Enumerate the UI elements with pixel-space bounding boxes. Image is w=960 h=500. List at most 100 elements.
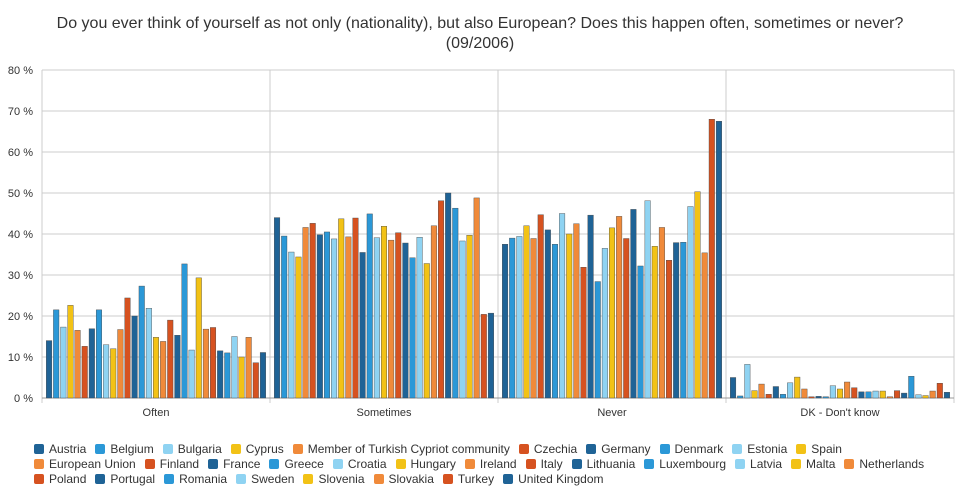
legend-item[interactable]: Malta — [791, 457, 835, 471]
bar — [808, 396, 815, 399]
bar — [737, 395, 744, 399]
legend-swatch — [464, 459, 475, 469]
bar — [323, 231, 330, 399]
bar — [694, 191, 701, 399]
legend-item[interactable]: Ireland — [464, 457, 517, 471]
legend-item[interactable]: United Kingdom — [503, 472, 604, 486]
bar — [366, 213, 373, 399]
bar — [103, 344, 110, 399]
bar — [908, 376, 915, 399]
legend-item[interactable]: Luxembourg — [644, 457, 726, 471]
legend: Austria Belgium Bulgaria Cyprus Member of Tu… — [34, 442, 944, 487]
legend-item[interactable]: Sweden — [236, 472, 294, 486]
legend-swatch — [303, 474, 314, 484]
bar — [295, 256, 302, 399]
legend-label: Romania — [179, 472, 228, 486]
bar — [487, 312, 494, 399]
bar — [395, 232, 402, 399]
legend-item[interactable]: France — [208, 457, 260, 471]
legend-item[interactable]: Cyprus — [230, 442, 284, 456]
legend-item[interactable]: Bulgaria — [162, 442, 222, 456]
legend-item[interactable]: Denmark — [659, 442, 724, 456]
legend-item[interactable]: Slovakia — [373, 472, 434, 486]
bar — [509, 237, 516, 399]
bar — [331, 238, 338, 399]
bar — [402, 242, 409, 399]
bar — [673, 242, 680, 399]
legend-swatch — [332, 459, 343, 469]
legend-item[interactable]: Portugal — [95, 472, 155, 486]
legend-item[interactable]: Member of Turkish Cypriot community — [292, 442, 510, 456]
bar — [516, 236, 523, 399]
bar — [587, 214, 594, 399]
bar — [901, 392, 908, 399]
bar — [701, 252, 708, 399]
y-tick-label: 0 % — [14, 393, 33, 405]
legend-item[interactable]: Croatia — [332, 457, 387, 471]
legend-item[interactable]: Lithuania — [571, 457, 635, 471]
bar — [879, 390, 886, 399]
legend-swatch — [442, 474, 453, 484]
bar — [637, 265, 644, 399]
category-label: Never — [597, 407, 627, 419]
legend-swatch — [95, 444, 106, 454]
legend-item[interactable]: Poland — [34, 472, 86, 486]
bar — [416, 237, 423, 399]
bar — [530, 238, 537, 399]
bar — [388, 239, 395, 399]
legend-label: Denmark — [674, 442, 724, 456]
bar — [915, 394, 922, 399]
bar — [309, 223, 316, 399]
bar — [744, 364, 751, 399]
legend-item[interactable]: Czechia — [518, 442, 577, 456]
bar — [794, 376, 801, 399]
legend-item[interactable]: Latvia — [735, 457, 782, 471]
legend-item[interactable]: European Union — [34, 457, 136, 471]
legend-swatch — [503, 474, 514, 484]
bar — [95, 309, 102, 399]
legend-swatch — [208, 459, 219, 469]
legend-label: Slovakia — [388, 472, 434, 486]
legend-swatch — [732, 444, 743, 454]
legend-item[interactable]: Romania — [164, 472, 227, 486]
bar — [851, 387, 858, 399]
legend-label: Member of Turkish Cypriot community — [307, 442, 510, 456]
legend-item[interactable]: Estonia — [732, 442, 787, 456]
legend-label: Sweden — [251, 472, 295, 486]
legend-item[interactable]: Hungary — [395, 457, 456, 471]
legend-label: Greece — [284, 457, 324, 471]
legend-item[interactable]: Germany — [586, 442, 651, 456]
legend-item[interactable]: Austria — [34, 442, 86, 456]
legend-label: Finland — [159, 457, 200, 471]
bar — [302, 227, 309, 399]
bar — [559, 213, 566, 399]
bar — [751, 390, 758, 399]
legend-item[interactable]: Belgium — [95, 442, 154, 456]
legend-item[interactable]: Netherlands — [844, 457, 924, 471]
bar — [224, 352, 231, 399]
bar — [601, 248, 608, 399]
legend-swatch — [735, 459, 746, 469]
bar — [153, 337, 159, 399]
legend-swatch — [571, 459, 582, 469]
bar — [67, 305, 74, 399]
bar — [316, 234, 323, 399]
bar — [787, 382, 794, 399]
bar — [217, 350, 224, 399]
bar — [922, 395, 929, 399]
legend-label: United Kingdom — [518, 472, 604, 486]
legend-label: Germany — [601, 442, 651, 456]
legend-label: Poland — [49, 472, 87, 486]
bar — [943, 392, 950, 399]
legend-item[interactable]: Turkey — [442, 472, 494, 486]
legend-item[interactable]: Spain — [796, 442, 842, 456]
legend-item[interactable]: Italy — [525, 457, 563, 471]
legend-item[interactable]: Finland — [144, 457, 200, 471]
y-tick-label: 80 % — [8, 65, 33, 77]
legend-item[interactable]: Slovenia — [303, 472, 365, 486]
bar — [936, 383, 943, 399]
legend-item[interactable]: Greece — [269, 457, 324, 471]
bar — [566, 233, 573, 399]
chart-subtitle: (09/2006) — [445, 35, 515, 52]
